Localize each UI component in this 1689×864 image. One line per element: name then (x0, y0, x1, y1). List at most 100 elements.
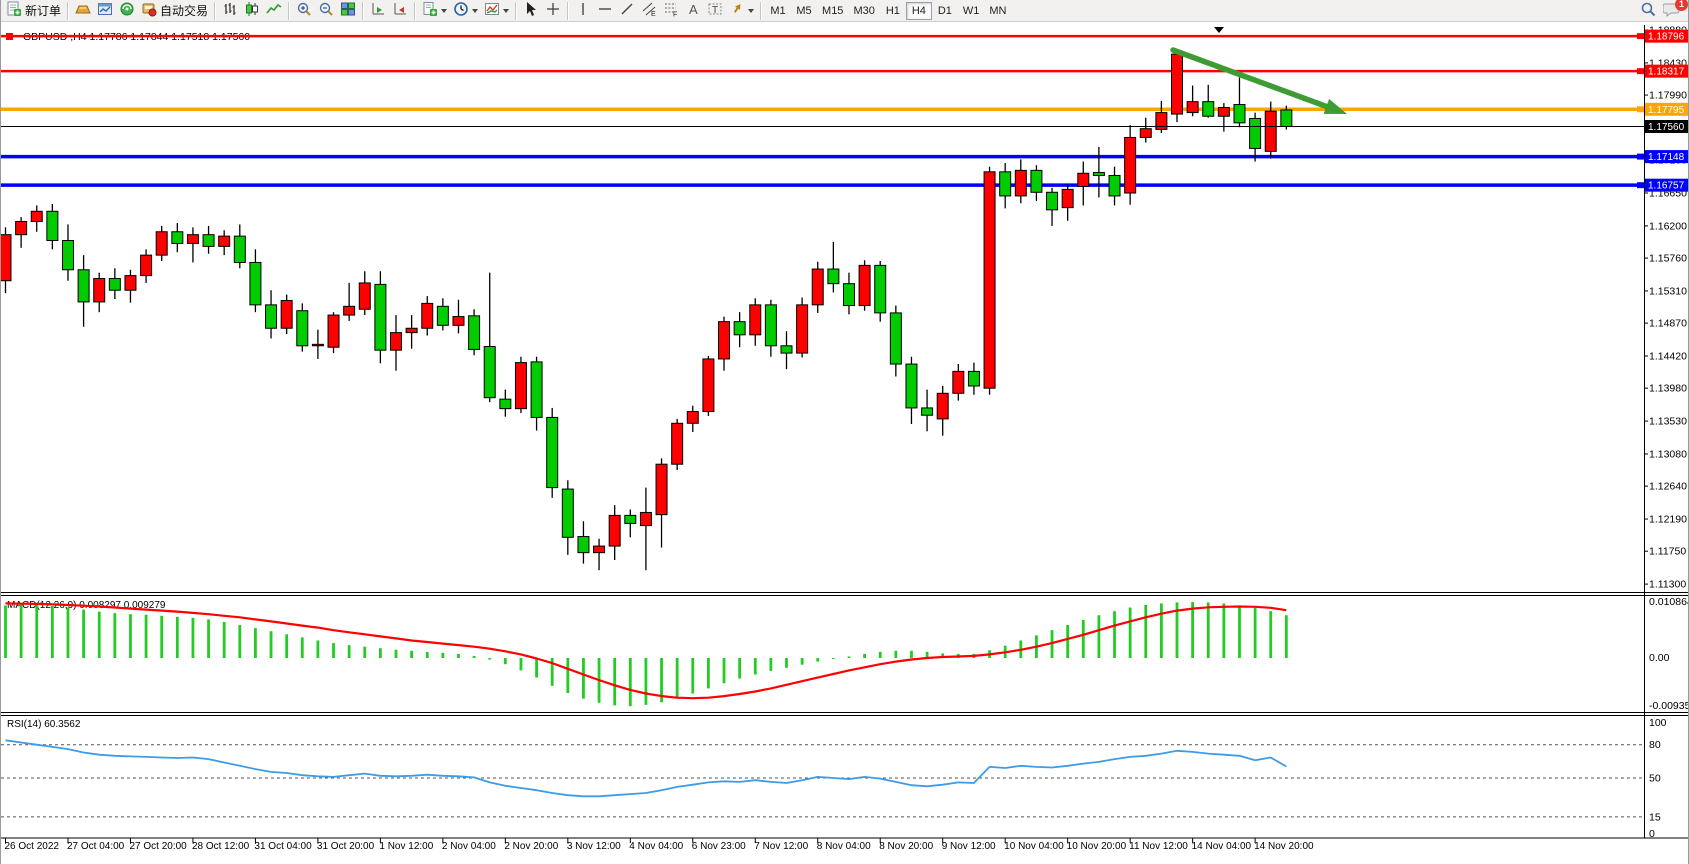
time-axis-label: 31 Oct 04:00 (254, 841, 312, 852)
timeframe-button-m30[interactable]: M30 (848, 2, 879, 20)
time-axis-label: 2 Nov 20:00 (504, 841, 558, 852)
add-object-button[interactable] (420, 1, 449, 21)
new-order-icon (6, 1, 22, 20)
svg-text:T: T (712, 5, 718, 16)
candle-body (1077, 172, 1090, 187)
timeframe-button-m5[interactable]: M5 (791, 2, 817, 20)
time-axis-label: 14 Nov 04:00 (1192, 841, 1252, 852)
time-axis-label: 10 Nov 04:00 (1004, 841, 1064, 852)
candle-body (296, 310, 309, 347)
candle-body (764, 304, 777, 347)
bar-chart-mode-button[interactable] (220, 1, 240, 21)
candle-body (405, 327, 418, 334)
svg-text:E: E (651, 11, 656, 17)
badge-connector (1637, 33, 1644, 40)
candle-body (718, 321, 731, 360)
candle-body (546, 416, 559, 489)
text-button[interactable]: A (683, 1, 703, 21)
timeframe-button-h1[interactable]: H1 (880, 2, 906, 20)
price-tick-label: 1.11750 (1649, 546, 1686, 558)
candle-body (311, 343, 324, 347)
timeframe-button-d1[interactable]: D1 (932, 2, 958, 20)
candlestick-mode-button[interactable] (242, 1, 262, 21)
candle-body (374, 283, 387, 351)
trendline-button[interactable] (617, 1, 637, 21)
arrows-tool-button[interactable] (727, 1, 756, 21)
gold-ingot-button[interactable] (73, 1, 93, 21)
candlestick-mode-icon (244, 1, 260, 20)
candle-body (358, 282, 371, 310)
timeframe-button-m1[interactable]: M1 (765, 2, 791, 20)
time-axis-label: 14 Nov 20:00 (1254, 841, 1314, 852)
candle-body (1155, 112, 1168, 130)
timeframe-button-w1[interactable]: W1 (958, 2, 985, 20)
candle-body (889, 312, 902, 365)
time-axis-label: 4 Nov 04:00 (629, 841, 683, 852)
time-axis-label: 26 Oct 2022 (5, 841, 60, 852)
candle-body (999, 171, 1012, 197)
zoom-out-button[interactable] (316, 1, 336, 21)
data-window-icon (97, 1, 113, 20)
crosshair-button[interactable] (543, 1, 563, 21)
trend-arrow-head[interactable] (1323, 98, 1347, 114)
equidistant-channel-button[interactable]: E (639, 1, 659, 21)
search-button[interactable] (1638, 1, 1659, 21)
chart-autoscroll-icon (392, 1, 408, 20)
chevron-down-icon (503, 8, 510, 13)
badge-connector (1637, 68, 1644, 75)
new-order-button[interactable]: 新订单 (4, 1, 63, 21)
timeframe-button-h4[interactable]: H4 (905, 1, 932, 20)
community-button[interactable] (117, 1, 137, 21)
price-tick-label: 1.14420 (1649, 351, 1687, 363)
periods-clock-icon (453, 1, 469, 20)
candle-body (671, 422, 684, 465)
chart-shift-button[interactable] (368, 1, 388, 21)
time-axis-label: 2 Nov 04:00 (442, 841, 496, 852)
tile-windows-button[interactable] (338, 1, 358, 21)
text-label-button[interactable]: T (705, 1, 725, 21)
candle-body (733, 321, 746, 336)
chat-button[interactable]: 1 (1661, 0, 1688, 21)
fibonacci-button[interactable]: F (661, 1, 681, 21)
community-icon (119, 1, 135, 20)
candle-body (186, 234, 199, 244)
candle-body (1217, 106, 1230, 117)
candle-body (1264, 110, 1277, 152)
horizontal-line-button[interactable] (595, 1, 615, 21)
vertical-line-button[interactable] (573, 1, 593, 21)
candle-body (265, 304, 278, 329)
price-tick-label: 1.16200 (1649, 220, 1687, 232)
timeframe-group: M1 M5 M15 M30 H1 H4 D1 W1 MN (765, 1, 1011, 20)
autotrading-button[interactable]: 自动交易 (139, 1, 210, 21)
candle-body (811, 268, 824, 306)
trend-arrow[interactable] (1170, 47, 1330, 110)
zoom-in-icon (296, 1, 312, 20)
candle-body (77, 269, 90, 303)
timeframe-button-mn[interactable]: MN (984, 2, 1011, 20)
candle-body (1108, 174, 1121, 197)
candle-body (796, 304, 809, 354)
line-chart-mode-button[interactable] (264, 1, 284, 21)
timeframe-button-m15[interactable]: M15 (817, 2, 848, 20)
price-badge (1645, 178, 1688, 192)
candle-body (15, 221, 28, 236)
toolbar: 新订单 自动交易 E F A T (1, 0, 1688, 22)
periods-clock-button[interactable] (451, 1, 480, 21)
bar-chart-mode-icon (222, 1, 238, 20)
candle-body (171, 231, 184, 244)
candle-body (921, 407, 934, 416)
data-window-button[interactable] (95, 1, 115, 21)
indicators-button[interactable] (482, 1, 511, 21)
candle-body (936, 392, 949, 420)
toolbar-separator (67, 1, 70, 20)
zoom-in-button[interactable] (294, 1, 314, 21)
price-tick-label: 1.15310 (1649, 285, 1687, 297)
candle-body (1092, 172, 1105, 176)
candle-body (155, 231, 168, 256)
price-badge (1645, 150, 1688, 164)
chart-autoscroll-button[interactable] (390, 1, 410, 21)
cursor-button[interactable] (521, 1, 541, 21)
search-icon (1640, 1, 1657, 21)
price-badge-label: 1.17148 (1648, 152, 1685, 163)
shift-marker-icon[interactable] (1214, 27, 1224, 33)
